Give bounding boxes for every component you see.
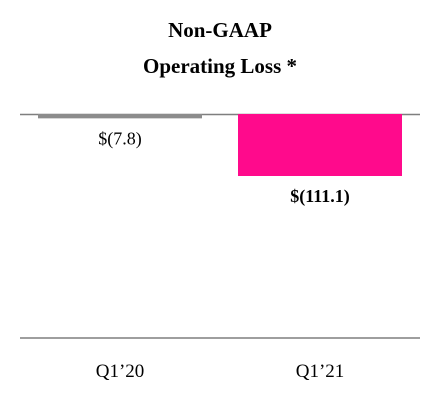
chart-title-line-1: Non-GAAP xyxy=(168,18,272,42)
category-labels-group: Q1’20 Q1’21 xyxy=(96,361,345,382)
category-label-1: Q1’20 xyxy=(96,361,145,382)
bars-group xyxy=(38,114,402,176)
value-labels-group: $(7.8) $(111.1) xyxy=(98,128,350,207)
chart-title-line-2: Operating Loss * xyxy=(143,54,297,78)
category-label-2: Q1’21 xyxy=(296,361,345,382)
value-label-1: $(7.8) xyxy=(98,128,142,149)
value-label-2: $(111.1) xyxy=(290,186,350,207)
bar-2 xyxy=(238,114,402,176)
bar-1 xyxy=(38,114,202,119)
